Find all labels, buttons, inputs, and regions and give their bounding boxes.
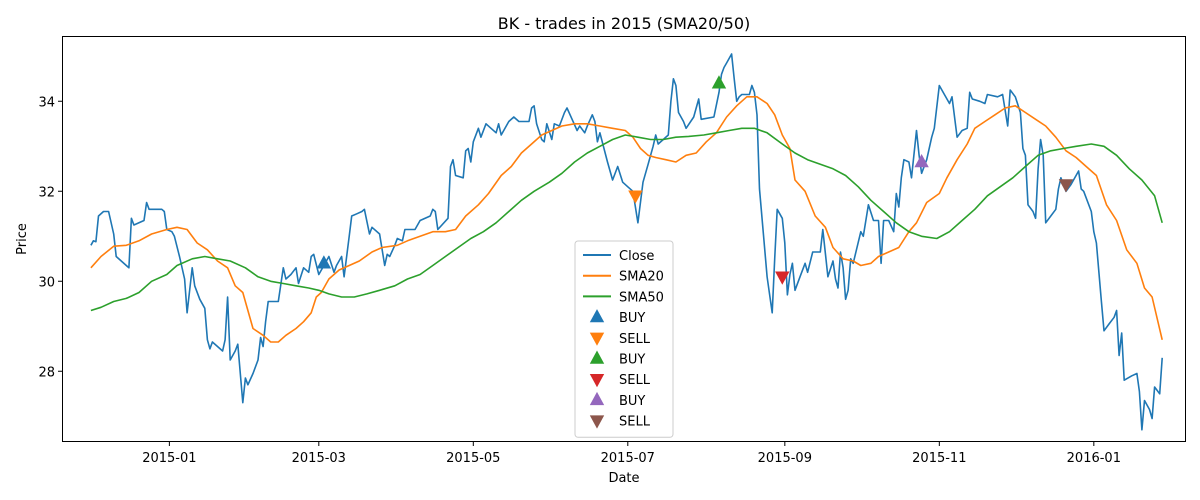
- legend-swatch-buy: [589, 391, 605, 406]
- trade-markers: [316, 75, 1074, 285]
- y-tick-label: 30: [38, 275, 55, 290]
- trade-marker-buy-5: [914, 154, 929, 168]
- y-tick-label: 28: [38, 365, 55, 380]
- legend-swatch-buy: [589, 309, 605, 323]
- y-axis: 28 30 32 34: [38, 95, 63, 380]
- series-line-sma50: [90, 127, 1163, 312]
- plot-lines: [90, 53, 1163, 431]
- legend-label: BUY: [619, 311, 645, 326]
- legend-label: SMA20: [619, 270, 664, 285]
- legend-label: Close: [619, 249, 654, 264]
- series-line-sma20: [90, 96, 1163, 343]
- trade-marker-sell-6: [1058, 179, 1074, 193]
- legend-box: [574, 240, 674, 438]
- series-line-close: [90, 53, 1163, 431]
- x-tick-label: 2015-11: [912, 451, 966, 466]
- trade-marker-sell-4: [775, 271, 790, 285]
- y-tick-label: 34: [38, 95, 55, 110]
- legend-label: BUY: [619, 353, 645, 368]
- legend: Close SMA20 SMA50 BUY SELL BUY SELL BUY SELL: [574, 240, 674, 438]
- legend-label: SELL: [619, 415, 651, 430]
- legend-label: SELL: [619, 332, 651, 347]
- legend-swatch-sell: [589, 415, 605, 429]
- legend-swatch-buy: [589, 350, 605, 364]
- trade-marker-sell-2: [628, 190, 643, 204]
- x-tick-label: 2015-09: [758, 451, 812, 466]
- y-axis-label: Price: [15, 223, 30, 255]
- x-tick-label: 2015-01: [142, 451, 196, 466]
- chart-title: BK - trades in 2015 (SMA20/50): [498, 14, 750, 33]
- trade-marker-buy-3: [711, 75, 727, 89]
- x-tick-label: 2016-01: [1067, 451, 1121, 466]
- legend-label: SMA50: [619, 290, 664, 305]
- x-tick-label: 2015-05: [446, 451, 500, 466]
- x-axis: 2015-01 2015-03 2015-05 2015-07 2015-09 2015-…: [142, 441, 1121, 466]
- legend-swatch-sell: [589, 332, 605, 346]
- legend-label: BUY: [619, 394, 645, 409]
- legend-swatch-sell: [589, 374, 605, 388]
- y-tick-label: 32: [38, 185, 55, 200]
- plot-frame: [62, 36, 1186, 442]
- legend-label: SELL: [619, 373, 651, 388]
- x-tick-label: 2015-07: [601, 451, 655, 466]
- x-tick-label: 2015-03: [292, 451, 346, 466]
- x-axis-label: Date: [608, 471, 639, 486]
- trade-marker-buy-1: [316, 255, 332, 269]
